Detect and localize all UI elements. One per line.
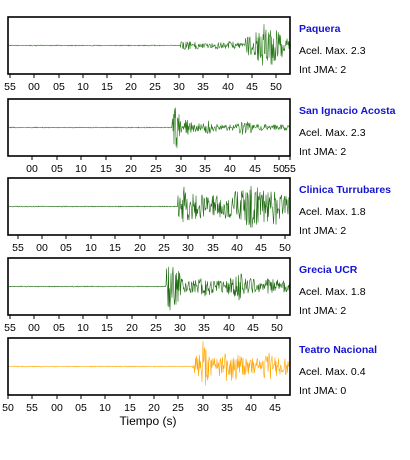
x-tick-label: 55	[284, 163, 296, 175]
x-tick-label: 30	[182, 242, 194, 254]
x-tick-label: 15	[100, 163, 112, 175]
station-name: Teatro Nacional	[299, 344, 377, 356]
x-tick-label: 30	[174, 322, 186, 334]
x-tick-label: 50	[270, 81, 282, 93]
station-name: San Ignacio Acosta	[299, 105, 396, 117]
x-tick-label: 55	[12, 242, 24, 254]
x-tick-label: 20	[126, 322, 138, 334]
x-tick-label: 45	[246, 81, 258, 93]
x-tick-label: 35	[197, 81, 209, 93]
accel-max-text: Acel. Max. 1.8	[299, 286, 366, 298]
x-tick-label: 55	[4, 81, 16, 93]
waveform-0	[8, 24, 290, 66]
panel-frame	[7, 177, 291, 236]
x-tick-label: 20	[148, 402, 160, 414]
jma-intensity-text: Int JMA: 0	[299, 385, 346, 397]
x-tick-label: 30	[173, 81, 185, 93]
x-tick-label: 25	[149, 81, 161, 93]
x-tick-label: 15	[101, 322, 113, 334]
x-tick-label: 40	[231, 242, 243, 254]
x-axis-label: Tiempo (s)	[120, 414, 177, 428]
x-tick-label: 40	[224, 163, 236, 175]
x-tick-label: 20	[125, 81, 137, 93]
x-tick-label: 10	[77, 81, 89, 93]
station-name: Grecia UCR	[299, 264, 358, 276]
x-tick-label: 35	[199, 163, 211, 175]
x-tick-label: 00	[26, 163, 38, 175]
x-tick-label: 50	[273, 163, 285, 175]
panel-grecia-ucr: 55 00 05 10 15 20 25 30 35 40 45 50 Grecia UCR Acel. …	[4, 257, 366, 334]
x-tick-label: 00	[36, 242, 48, 254]
accel-max-text: Acel. Max. 2.3	[299, 127, 366, 139]
x-tick-label: 20	[125, 163, 137, 175]
station-name: Clinica Turrubares	[299, 184, 391, 196]
waveform-1	[8, 107, 290, 149]
x-tick-label: 20	[134, 242, 146, 254]
x-tick-label: 10	[99, 402, 111, 414]
x-tick-label: 50	[279, 242, 291, 254]
x-tick-label: 15	[109, 242, 121, 254]
x-tick-label: 50	[2, 402, 14, 414]
jma-intensity-text: Int JMA: 2	[299, 146, 346, 158]
waveform-4	[8, 340, 290, 386]
jma-intensity-text: Int JMA: 2	[299, 225, 346, 237]
x-tick-label: 25	[172, 402, 184, 414]
waveform-2	[9, 185, 290, 228]
x-tick-label: 45	[269, 402, 281, 414]
x-tick-label: 35	[221, 402, 233, 414]
panel-frame	[7, 16, 291, 75]
x-tick-label: 55	[26, 402, 38, 414]
panel-frame	[7, 257, 291, 316]
x-tick-label: 25	[150, 322, 162, 334]
x-tick-label: 55	[4, 322, 16, 334]
x-tick-label: 05	[60, 242, 72, 254]
panel-clinica-turrubares: 55 00 05 10 15 20 25 30 35 40 45 50 Clinica Turrubar…	[7, 177, 391, 254]
x-tick-label: 10	[75, 163, 87, 175]
x-tick-label: 10	[85, 242, 97, 254]
jma-intensity-text: Int JMA: 2	[299, 305, 346, 317]
x-tick-label: 05	[51, 163, 63, 175]
x-tick-label: 30	[175, 163, 187, 175]
x-tick-label: 40	[223, 322, 235, 334]
x-tick-label: 45	[249, 163, 261, 175]
x-tick-label: 30	[197, 402, 209, 414]
x-tick-label: 05	[75, 402, 87, 414]
panel-frame	[7, 98, 291, 157]
x-tick-label: 05	[53, 81, 65, 93]
x-tick-label: 50	[271, 322, 283, 334]
accel-max-text: Acel. Max. 1.8	[299, 206, 366, 218]
x-tick-label: 25	[158, 242, 170, 254]
x-tick-label: 05	[53, 322, 65, 334]
panel-teatro-nacional: 50 55 00 05 10 15 20 25 30 35 40 45 Teatro Nacional A…	[2, 337, 377, 414]
accel-max-text: Acel. Max. 0.4	[299, 366, 366, 378]
accel-max-text: Acel. Max. 2.3	[299, 45, 366, 57]
x-tick-label: 00	[28, 322, 40, 334]
x-tick-label: 40	[245, 402, 257, 414]
x-tick-label: 45	[255, 242, 267, 254]
x-tick-label: 00	[28, 81, 40, 93]
waveform-3	[8, 266, 290, 311]
jma-intensity-text: Int JMA: 2	[299, 64, 346, 76]
x-tick-label: 00	[51, 402, 63, 414]
panel-paquera: 55 00 05 10 15 20 25 30 35 40 45 50 Paquera Acel. Max…	[4, 16, 366, 93]
x-tick-label: 15	[124, 402, 136, 414]
x-tick-label: 25	[150, 163, 162, 175]
panels-group: 55 00 05 10 15 20 25 30 35 40 45 50 Paquera Acel. Max…	[2, 16, 396, 414]
x-tick-label: 40	[222, 81, 234, 93]
x-tick-label: 45	[247, 322, 259, 334]
panel-san-ignacio-acosta: 00 05 10 15 20 25 30 35 40 45 50 55 San Ignacio Acos…	[7, 98, 396, 175]
x-tick-label: 15	[101, 81, 113, 93]
x-tick-label: 35	[207, 242, 219, 254]
x-tick-label: 10	[77, 322, 89, 334]
x-tick-label: 35	[198, 322, 210, 334]
panel-frame	[7, 337, 291, 396]
station-name: Paquera	[299, 23, 341, 35]
